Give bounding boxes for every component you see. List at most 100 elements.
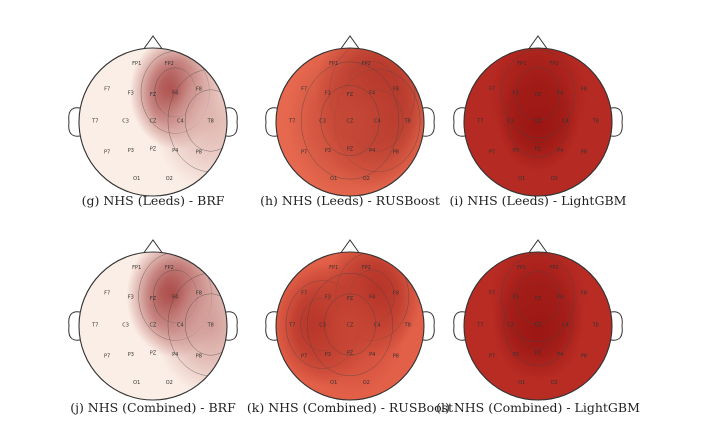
electrode-label-t7: T7 [91, 323, 98, 329]
electrode-label-f3: F3 [325, 294, 331, 300]
electrode-label-f4: F4 [369, 90, 375, 96]
electrode-label-pz: PZ [347, 351, 354, 357]
contour-line [501, 49, 575, 139]
topomap-svg: FP1 FP2 F7 F3 FZ F4 F8 T7 C3 CZ C4 T8 P7 P3 PZ P4 P8 O1 O2 [453, 35, 623, 197]
electrode-label-p7: P7 [104, 150, 110, 156]
electrode-label-fp1: FP1 [132, 265, 141, 271]
contour-line [320, 85, 380, 156]
activation-blob [489, 252, 587, 359]
activation-blob [153, 49, 227, 192]
electrode-label-t7: T7 [288, 119, 295, 125]
electrode-label-p7: P7 [104, 354, 110, 360]
activation-blob [284, 48, 416, 196]
electrode-label-fz: FZ [347, 92, 354, 98]
electrode-label-p8: P8 [196, 150, 202, 156]
electrode-label-o1: O1 [518, 176, 525, 182]
right-ear-icon [610, 311, 623, 341]
contour-line [324, 293, 376, 356]
electrode-label-fp1: FP1 [517, 61, 526, 67]
electrode-label-o1: O1 [330, 380, 337, 386]
electrode-label-pz: PZ [150, 351, 157, 357]
activation-blob [293, 253, 407, 396]
electrode-label-t8: T8 [404, 323, 411, 329]
caption-k: (k) NHS (Combined) - RUSBoost [246, 400, 454, 415]
left-ear-icon [453, 311, 466, 341]
electrode-label-p4: P4 [172, 148, 178, 154]
electrode-label-f4: F4 [557, 294, 563, 300]
electrode-label-p8: P8 [196, 354, 202, 360]
electrode-label-c3: C3 [122, 119, 129, 125]
electrode-label-p8: P8 [393, 150, 399, 156]
head-outline [78, 251, 228, 401]
electrode-label-pz: PZ [535, 351, 542, 357]
electrode-label-p4: P4 [369, 148, 375, 154]
electrode-label-c4: C4 [562, 323, 569, 329]
electrode-label-f7: F7 [489, 291, 495, 297]
left-ear-icon [453, 107, 466, 137]
electrode-label-fz: FZ [150, 92, 157, 98]
electrode-label-f8: F8 [581, 291, 587, 297]
electrode-label-f8: F8 [581, 87, 587, 93]
activation-blob [153, 253, 227, 396]
electrode-label-o1: O1 [133, 176, 140, 182]
electrode-label-o2: O2 [551, 176, 558, 182]
electrode-label-cz: CZ [535, 323, 542, 329]
electrode-label-p4: P4 [557, 352, 563, 358]
electrode-label-fz: FZ [150, 296, 157, 302]
head-outline [275, 47, 425, 197]
head-outline [275, 251, 425, 401]
left-ear-icon [68, 311, 81, 341]
contour-line [515, 67, 561, 121]
nose-icon [142, 35, 164, 51]
electrode-label-p8: P8 [581, 354, 587, 360]
electrode-label-p4: P4 [369, 352, 375, 358]
topomap-i: FP1 FP2 F7 F3 FZ F4 F8 T7 C3 CZ C4 T8 P7 P3 PZ P4 P8 O1 O2 [438, 22, 638, 222]
electrode-label-t7: T7 [91, 119, 98, 125]
nose-icon [142, 239, 164, 255]
electrode-label-f7: F7 [301, 291, 307, 297]
electrode-label-c3: C3 [319, 323, 326, 329]
electrode-label-f8: F8 [196, 291, 202, 297]
topomap-svg: FP1 FP2 F7 F3 FZ F4 F8 T7 C3 CZ C4 T8 P7 P3 PZ P4 P8 O1 O2 [265, 239, 435, 401]
electrode-label-t7: T7 [288, 323, 295, 329]
right-ear-icon [225, 311, 238, 341]
electrode-label-fp1: FP1 [329, 265, 338, 271]
right-ear-icon [422, 107, 435, 137]
electrode-label-t7: T7 [476, 323, 483, 329]
electrode-label-f7: F7 [489, 87, 495, 93]
topomap-svg: FP1 FP2 F7 F3 FZ F4 F8 T7 C3 CZ C4 T8 P7 P3 PZ P4 P8 O1 O2 [265, 35, 435, 197]
electrode-label-o2: O2 [551, 380, 558, 386]
electrode-label-p7: P7 [489, 150, 495, 156]
caption-l: (l) NHS (Combined) - LightGBM [436, 400, 640, 415]
contour-line [307, 272, 393, 377]
topomap-g: FP1 FP2 F7 F3 FZ F4 F8 T7 C3 CZ C4 T8 P7 P3 PZ P4 P8 O1 O2 [53, 22, 253, 222]
electrode-label-p3: P3 [513, 352, 519, 358]
contour-line [515, 271, 561, 325]
electrode-label-f3: F3 [325, 90, 331, 96]
topomap-svg: FP1 FP2 F7 F3 FZ F4 F8 T7 C3 CZ C4 T8 P7 P3 PZ P4 P8 O1 O2 [68, 35, 238, 197]
electrode-label-fp1: FP1 [132, 61, 141, 67]
electrode-label-t7: T7 [476, 119, 483, 125]
electrode-label-f8: F8 [196, 87, 202, 93]
electrode-label-c4: C4 [374, 119, 381, 125]
electrode-label-o2: O2 [166, 380, 173, 386]
caption-g: (g) NHS (Leeds) - BRF [81, 193, 225, 208]
electrode-label-p7: P7 [489, 354, 495, 360]
electrode-label-cz: CZ [150, 323, 157, 329]
electrode-label-f3: F3 [513, 294, 519, 300]
head-outline [463, 251, 613, 401]
electrode-label-t8: T8 [592, 119, 599, 125]
electrode-label-pz: PZ [150, 147, 157, 153]
left-ear-icon [265, 311, 278, 341]
electrode-label-pz: PZ [535, 147, 542, 153]
electrode-label-fp2: FP2 [550, 61, 559, 67]
electrode-label-c4: C4 [562, 119, 569, 125]
contour-line [184, 89, 227, 152]
electrode-label-o2: O2 [363, 176, 370, 182]
topomap-k: FP1 FP2 F7 F3 FZ F4 F8 T7 C3 CZ C4 T8 P7 P3 PZ P4 P8 O1 O2 [250, 226, 450, 426]
activation-blob [489, 48, 587, 155]
left-ear-icon [68, 107, 81, 137]
contour-line [300, 61, 400, 180]
nose-icon [527, 239, 549, 255]
electrode-label-p7: P7 [301, 354, 307, 360]
